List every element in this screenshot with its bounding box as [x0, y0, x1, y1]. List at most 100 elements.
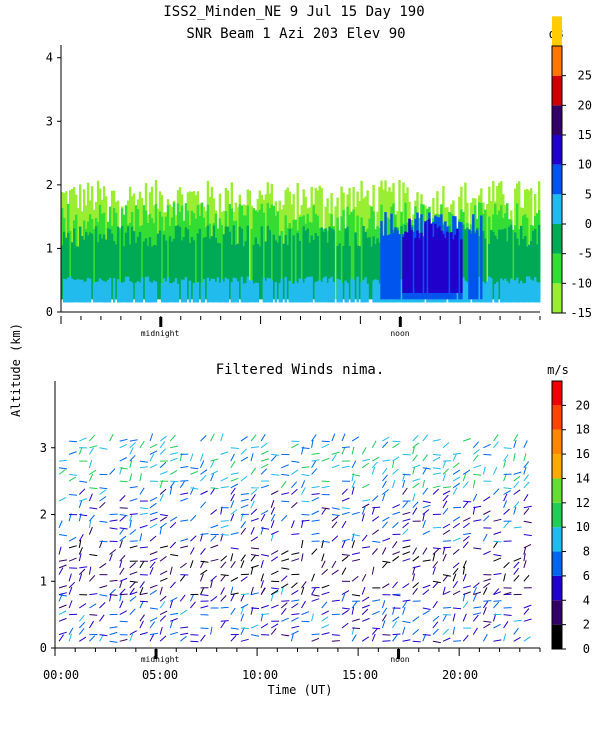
wind-barb — [523, 608, 530, 615]
snr-cell — [494, 283, 497, 303]
winds-x-ticks — [54, 648, 541, 659]
snr-cell — [332, 281, 335, 303]
snr-cell — [65, 237, 68, 300]
wind-barb — [149, 535, 157, 542]
wind-barb — [220, 574, 227, 582]
wind-barb — [452, 573, 457, 582]
snr-cell — [458, 221, 461, 300]
wind-barb — [109, 549, 117, 555]
wind-barb — [271, 453, 280, 456]
wind-barb — [442, 494, 449, 502]
wind-barb — [311, 497, 320, 502]
winds-colorbar-tick: 0 — [583, 642, 590, 656]
snr-cell — [86, 277, 90, 303]
snr-cell — [180, 240, 184, 300]
wind-barb — [139, 440, 145, 449]
wind-barb — [362, 458, 371, 462]
wind-barb — [260, 513, 266, 522]
wind-barb — [78, 553, 82, 562]
snr-cell — [314, 282, 317, 303]
wind-barb — [260, 484, 269, 489]
wind-barb — [180, 466, 189, 469]
wind-barb — [412, 493, 416, 502]
winds-colorbar-tick: 14 — [576, 471, 590, 485]
wind-barb — [119, 527, 125, 535]
wind-barb — [200, 587, 205, 595]
wind-barb — [392, 522, 399, 529]
wind-barb — [119, 495, 126, 502]
wind-barb — [200, 547, 206, 555]
wind-barb — [503, 621, 509, 629]
wind-barb — [382, 489, 389, 495]
snr-cell — [252, 283, 255, 303]
wind-barb — [89, 507, 98, 510]
snr-cell — [374, 244, 377, 300]
wind-barb — [169, 600, 173, 609]
snr-cell — [94, 226, 98, 300]
wind-barb — [402, 518, 411, 522]
wind-barb — [382, 561, 389, 569]
wind-barb — [99, 602, 106, 609]
snr-cell — [202, 237, 206, 300]
wind-barb — [472, 449, 480, 455]
wind-barb — [432, 472, 441, 475]
wind-barb — [301, 539, 304, 548]
marker-midnight — [159, 317, 163, 327]
wind-barb — [412, 507, 418, 515]
snr-cell — [330, 276, 333, 303]
snr-cell — [114, 244, 118, 300]
wind-barb — [341, 511, 350, 515]
wind-barb — [129, 587, 135, 595]
wind-barb — [220, 451, 229, 455]
snr-cell — [77, 279, 80, 303]
wind-barb — [442, 473, 446, 482]
winds-colorbar-tick: 8 — [583, 545, 590, 559]
snr-cell — [92, 229, 96, 300]
wind-barb — [311, 613, 314, 622]
snr-cell — [166, 205, 170, 300]
snr-cell — [144, 276, 148, 303]
wind-barb — [402, 539, 411, 542]
snr-cell — [230, 244, 233, 300]
snr-cell — [276, 242, 279, 300]
snr-cell — [516, 238, 519, 300]
snr-cell — [71, 278, 74, 303]
wind-barb — [452, 590, 461, 596]
wind-barb — [270, 513, 276, 522]
wind-barb — [230, 513, 235, 522]
wind-barb — [109, 553, 113, 562]
wind-barb — [341, 488, 348, 495]
wind-barb — [523, 560, 527, 569]
wind-barb — [159, 522, 167, 529]
snr-cell — [134, 282, 138, 303]
wind-barb — [462, 566, 466, 575]
snr-cell — [328, 226, 331, 300]
wind-barb — [129, 459, 133, 468]
wind-barb — [230, 460, 236, 469]
winds-panel-title: Filtered Winds nima. — [216, 362, 385, 378]
wind-barb — [68, 545, 77, 549]
wind-barb — [473, 612, 482, 616]
snr-cell — [266, 277, 269, 303]
wind-barb — [149, 463, 158, 469]
snr-cell — [108, 229, 112, 300]
snr-cell — [468, 229, 471, 300]
snr-cell — [140, 277, 144, 303]
wind-barb — [129, 441, 136, 449]
snr-cell — [224, 277, 228, 303]
snr-cell — [476, 229, 479, 300]
snr-cell — [188, 243, 192, 300]
wind-barb — [291, 533, 300, 535]
snr-cell — [150, 246, 154, 300]
wind-barb — [392, 468, 399, 475]
snr-cell — [126, 276, 130, 303]
snr-cell — [212, 279, 216, 303]
snr-cell — [516, 277, 519, 303]
wind-barb — [402, 479, 406, 488]
snr-colorbar-swatch — [552, 164, 562, 195]
snr-cell — [110, 233, 114, 300]
wind-barb — [68, 476, 77, 482]
wind-barb — [523, 618, 532, 622]
wind-barb — [220, 520, 229, 522]
